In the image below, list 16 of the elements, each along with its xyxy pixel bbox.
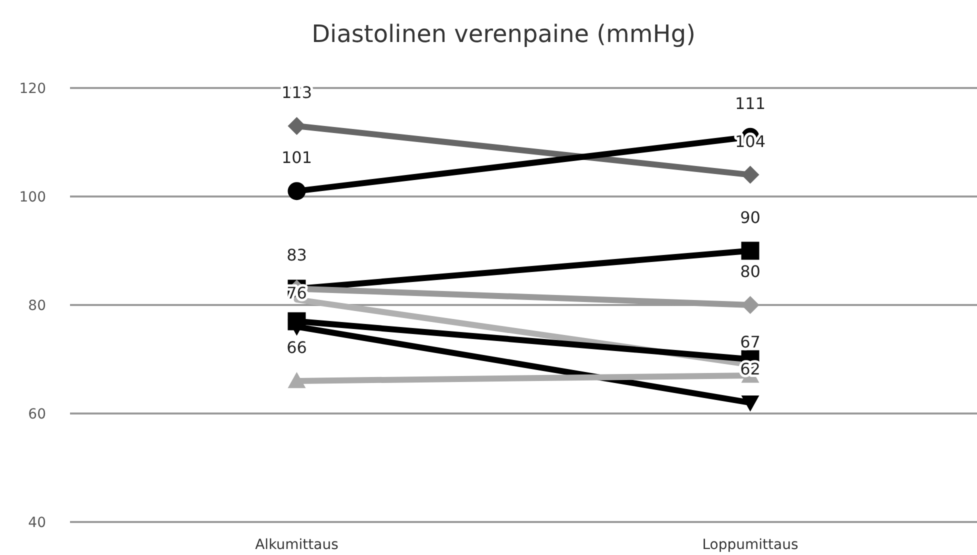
data-label: 101: [281, 148, 312, 168]
y-tick-label: 80: [28, 298, 46, 314]
data-label: 67: [740, 332, 760, 352]
data-label: 90: [740, 208, 760, 227]
y-tick-label: 60: [28, 406, 46, 422]
data-label: 113: [281, 82, 312, 102]
data-label: 83: [286, 246, 307, 265]
chart-title: Diastolinen verenpaine (mmHg): [312, 20, 696, 48]
data-label: 111: [734, 94, 766, 113]
data-label: 80: [740, 262, 760, 281]
data-label: 66: [286, 338, 307, 357]
x-tick-label: Loppumittaus: [702, 537, 798, 553]
y-tick-label: 120: [19, 80, 46, 97]
x-tick-label: Alkumittaus: [255, 537, 338, 553]
y-tick-label: 40: [28, 514, 46, 531]
y-tick-label: 100: [19, 189, 46, 206]
